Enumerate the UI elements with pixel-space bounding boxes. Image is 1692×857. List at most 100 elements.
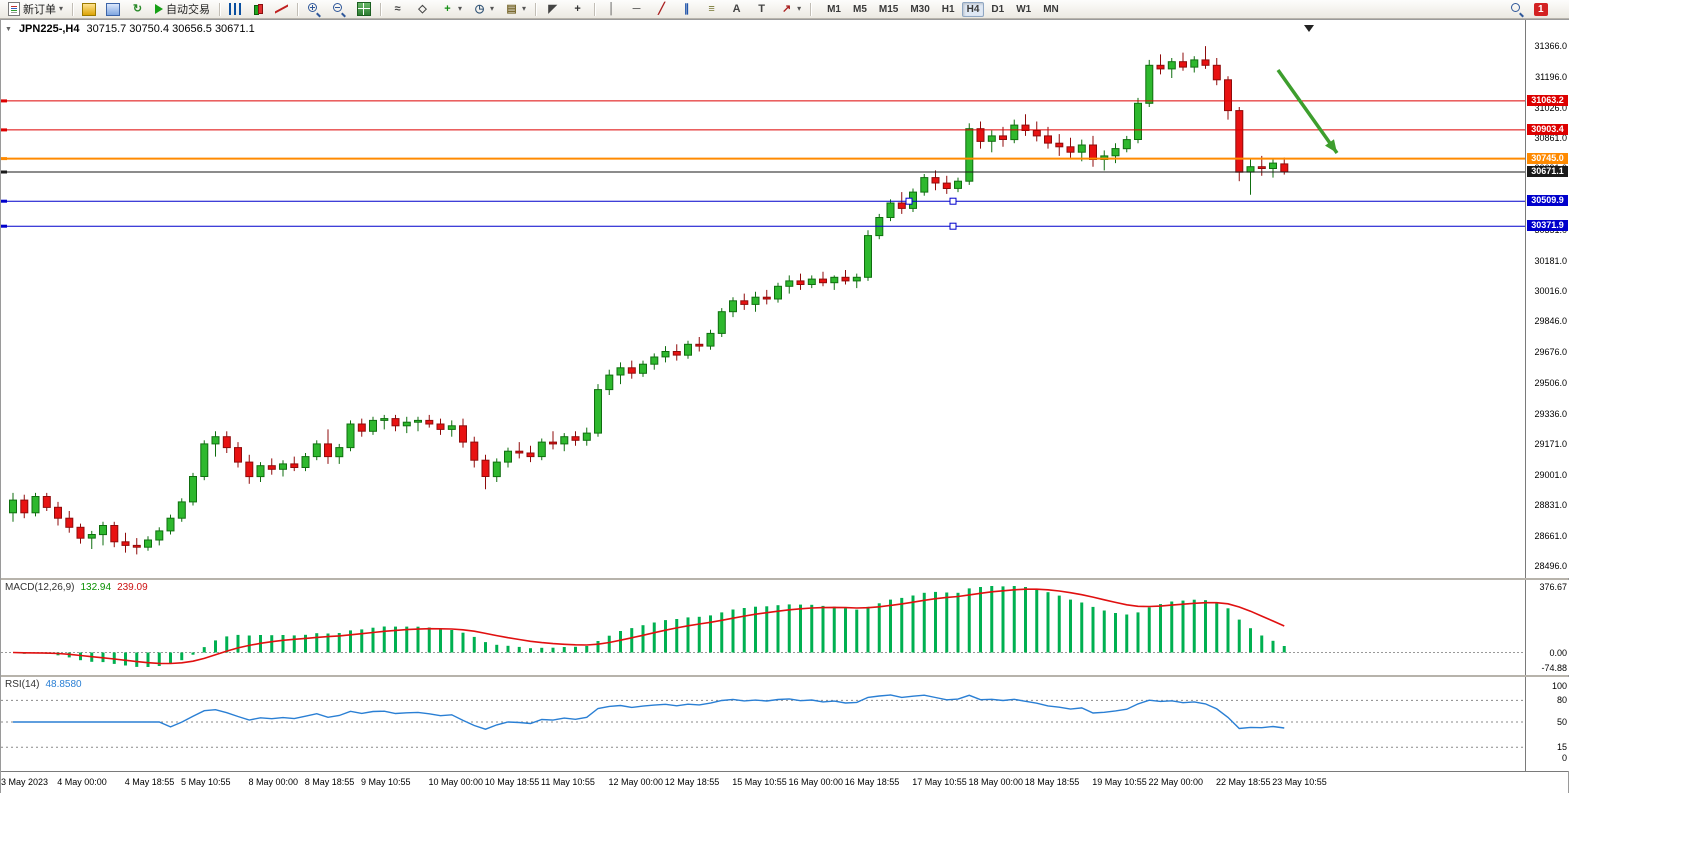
resistance-line-2-left-marker bbox=[1, 128, 7, 132]
timeframe-m30[interactable]: M30 bbox=[910, 3, 930, 15]
price-tick-label: 29001.0 bbox=[1534, 469, 1567, 480]
rsi-axis-label: 80 bbox=[1556, 695, 1567, 706]
rsi-line bbox=[13, 694, 1285, 730]
toolbar-separator bbox=[594, 2, 596, 16]
tile-windows-icon bbox=[357, 2, 372, 16]
cursor-button[interactable]: ◤ bbox=[541, 0, 564, 18]
timeframe-d1[interactable]: D1 bbox=[991, 3, 1005, 15]
text-icon: A bbox=[732, 2, 741, 15]
time-axis-label: 11 May 10:55 bbox=[541, 777, 595, 787]
time-axis-label: 9 May 10:55 bbox=[361, 777, 411, 787]
arrows-button[interactable]: ↗ ▾ bbox=[775, 0, 805, 18]
pivot-line-left-marker bbox=[1, 157, 7, 161]
timeframe-h4[interactable]: H4 bbox=[961, 1, 985, 17]
indicators-button[interactable]: ≈ bbox=[386, 0, 409, 18]
candle-body bbox=[740, 300, 749, 305]
timeframe-mn[interactable]: MN bbox=[1043, 3, 1059, 15]
notification-badge[interactable]: 1 bbox=[1534, 3, 1548, 16]
candle-body bbox=[605, 374, 614, 391]
candlestick-icon bbox=[252, 3, 265, 16]
candle-body bbox=[380, 418, 389, 421]
collapse-icon[interactable]: ▼ bbox=[5, 25, 12, 33]
macd-canvas[interactable] bbox=[1, 580, 1525, 675]
candle-body bbox=[1280, 163, 1289, 173]
macd-label: MACD(12,26,9) bbox=[5, 582, 75, 593]
candle-body bbox=[965, 128, 974, 182]
candle-body bbox=[481, 459, 490, 478]
macd-label-row: MACD(12,26,9) 132.94 239.09 bbox=[5, 582, 148, 593]
candle-body bbox=[425, 419, 434, 425]
channel-button[interactable]: ∥ bbox=[675, 0, 698, 18]
current-price-line-left-marker bbox=[1, 170, 7, 174]
time-axis[interactable]: 3 May 2023 4 May 00:00 4 May 18:55 5 May 10… bbox=[1, 771, 1568, 793]
macd-pane: 376.67 0.00 -74.88 MACD(12,26,9) 132.94 23… bbox=[1, 578, 1569, 675]
timeframe-w1[interactable]: W1 bbox=[1016, 3, 1032, 15]
rsi-axis-label: 0 bbox=[1561, 753, 1567, 763]
candle-body bbox=[312, 443, 321, 458]
price-tick-label: 31026.0 bbox=[1534, 102, 1567, 113]
macd-signal-value: 239.09 bbox=[117, 582, 148, 593]
support-line-1-handle bbox=[905, 197, 913, 205]
timeframe-m1[interactable]: M1 bbox=[827, 3, 841, 15]
candle-body bbox=[920, 177, 929, 193]
candle-body bbox=[864, 235, 872, 278]
candle-body bbox=[706, 332, 715, 347]
timeframe-m15[interactable]: M15 bbox=[878, 3, 899, 15]
candle-body bbox=[1077, 144, 1086, 153]
candle-body bbox=[819, 278, 827, 284]
price-axis[interactable]: 31366.031196.031026.030861.030691.030521… bbox=[1525, 20, 1569, 578]
trendline-button[interactable]: ╱ bbox=[650, 0, 673, 18]
candle-body bbox=[987, 135, 996, 142]
tile-windows-button[interactable] bbox=[353, 0, 375, 18]
rsi-canvas[interactable] bbox=[1, 677, 1525, 771]
toolbar-separator bbox=[535, 2, 537, 16]
macd-signal-line bbox=[12, 588, 1285, 665]
objects-button[interactable]: ◇ bbox=[411, 0, 434, 18]
add-indicator-button[interactable]: + ▾ bbox=[436, 0, 466, 18]
bar-chart-icon bbox=[229, 3, 243, 15]
zoom-out-icon bbox=[332, 2, 347, 17]
search-icon[interactable] bbox=[1510, 2, 1525, 17]
candle-body bbox=[279, 463, 287, 470]
timeframe-h1[interactable]: H1 bbox=[941, 3, 955, 15]
candle-body bbox=[1235, 110, 1244, 173]
autotrading-button[interactable]: 自动交易 bbox=[151, 0, 214, 18]
price-chart-canvas[interactable] bbox=[1, 20, 1525, 578]
clock-icon: ◷ bbox=[474, 2, 485, 15]
chart-window: 31366.031196.031026.030861.030691.030521… bbox=[0, 19, 1569, 793]
new-order-button[interactable]: 新订单 ▾ bbox=[4, 0, 67, 18]
horizontal-line-icon: ─ bbox=[632, 2, 641, 15]
text-button[interactable]: A bbox=[725, 0, 748, 18]
objects-icon: ◇ bbox=[418, 2, 427, 15]
profile-button[interactable] bbox=[78, 0, 100, 18]
candle-body bbox=[526, 452, 535, 458]
refresh-button[interactable]: ↻ bbox=[126, 0, 149, 18]
crosshair-button[interactable]: + bbox=[566, 0, 589, 18]
label-button[interactable]: T bbox=[750, 0, 773, 18]
candlestick-button[interactable] bbox=[248, 0, 269, 18]
horizontal-line-button[interactable]: ─ bbox=[625, 0, 648, 18]
fibonacci-button[interactable]: ≡ bbox=[700, 0, 723, 18]
price-tag: 30371.9 bbox=[1527, 220, 1568, 232]
toolbar-separator bbox=[380, 2, 382, 16]
zoom-out-button[interactable] bbox=[328, 0, 351, 18]
time-axis-label: 18 May 18:55 bbox=[1024, 777, 1080, 787]
candle-body bbox=[1156, 64, 1165, 70]
dropdown-caret-icon: ▾ bbox=[59, 4, 64, 13]
timeframe-m5[interactable]: M5 bbox=[852, 3, 867, 15]
bar-chart-button[interactable] bbox=[225, 0, 246, 18]
candle-body bbox=[1089, 144, 1097, 160]
line-chart-button[interactable] bbox=[271, 0, 292, 18]
new-chart-button[interactable] bbox=[102, 0, 124, 18]
candle-body bbox=[99, 525, 107, 536]
timeframe-toolbar: M1 M5 M15 M30 H1 H4 D1 W1 MN bbox=[821, 1, 1065, 17]
channel-icon: ∥ bbox=[683, 2, 690, 15]
candle-body bbox=[830, 276, 839, 284]
price-tag: 30671.1 bbox=[1527, 165, 1568, 177]
template-button[interactable]: ▤ ▾ bbox=[500, 0, 530, 18]
vertical-line-button[interactable]: │ bbox=[600, 0, 623, 18]
zoom-in-button[interactable] bbox=[303, 0, 326, 18]
rsi-pane: 100 80 50 15 0 RSI(14) 48.8580 bbox=[1, 675, 1569, 771]
periods-button[interactable]: ◷ ▾ bbox=[468, 0, 498, 18]
candle-body bbox=[897, 202, 906, 209]
